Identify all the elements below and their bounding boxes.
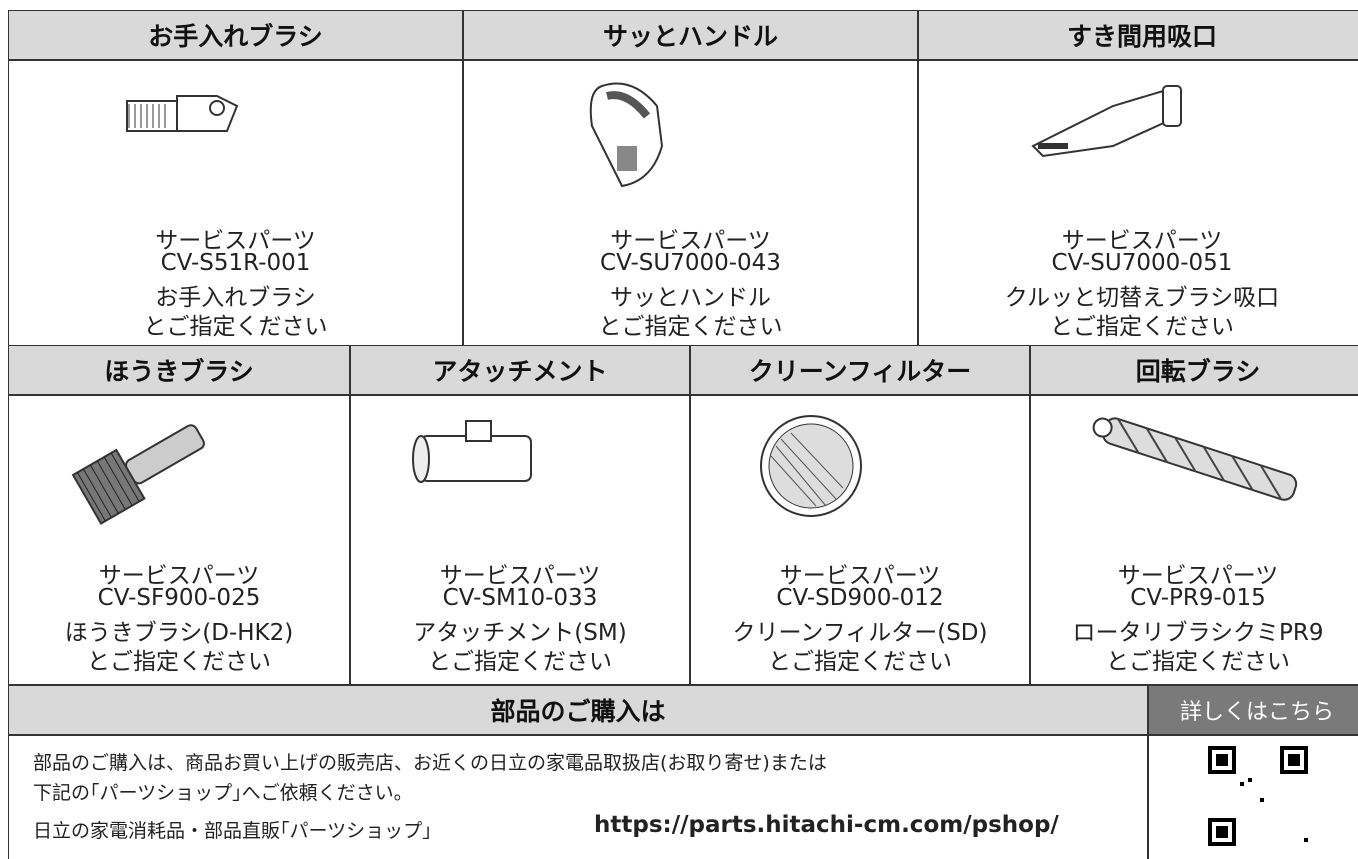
purchase-text: 部品のご購入は、商品お買い上げの販売店、お近くの日立の家電品取扱店(お取り寄せ)… <box>33 752 827 774</box>
part-text: CV-SM10-033 <box>442 584 598 611</box>
part-text: とご指定ください <box>1106 648 1290 675</box>
part-header: アタッチメント <box>350 345 690 395</box>
part-header: すき間用吸口 <box>918 10 1358 60</box>
qr-cell <box>1148 735 1358 859</box>
part-image <box>1031 85 1182 158</box>
part-text: ロータリブラシクミPR9 <box>1072 620 1324 646</box>
part-image <box>412 420 532 483</box>
part-text: アタッチメント(SM) <box>413 620 627 646</box>
part-text: とご指定ください <box>768 648 952 675</box>
part-image <box>1092 417 1298 501</box>
part-cell: サービスパーツ CV-PR9-015 ロータリブラシクミPR9 とご指定ください <box>1030 395 1358 685</box>
part-cell: サービスパーツ CV-SD900-012 クリーンフィルター(SD) とご指定ください <box>690 395 1030 685</box>
part-text: サービスパーツ <box>1117 563 1279 589</box>
part-header: クリーンフィルター <box>690 345 1030 395</box>
part-text: CV-SF900-025 <box>97 584 261 611</box>
part-header: サッとハンドル <box>463 10 918 60</box>
part-text: とご指定ください <box>428 648 612 675</box>
shop-url[interactable]: https://parts.hitachi-cm.com/pshop/ <box>594 812 1059 838</box>
purchase-body: 部品のご購入は、商品お買い上げの販売店、お近くの日立の家電品取扱店(お取り寄せ)… <box>8 735 1148 859</box>
part-text: サッとハンドル <box>610 285 771 311</box>
part-text: サービスパーツ <box>439 563 601 589</box>
part-text: サービスパーツ <box>98 563 260 589</box>
part-header: お手入れブラシ <box>8 10 463 60</box>
part-text: CV-SU7000-043 <box>600 249 781 276</box>
part-text: とご指定ください <box>598 313 783 340</box>
part-image <box>125 95 238 132</box>
shop-label: 日立の家電消耗品・部品直販｢パーツショップ｣ <box>33 820 432 842</box>
part-text: クリーンフィルター(SD) <box>732 620 988 646</box>
part-cell: サービスパーツ CV-SF900-025 ほうきブラシ(D-HK2) とご指定ください <box>8 395 350 685</box>
part-image <box>589 82 663 188</box>
part-text: CV-SU7000-051 <box>1051 249 1233 276</box>
purchase-header: 部品のご購入は <box>8 685 1148 735</box>
part-text: ほうきブラシ(D-HK2) <box>64 620 294 646</box>
part-text: サービスパーツ <box>1061 228 1223 254</box>
part-cell: サービスパーツ CV-SM10-033 アタッチメント(SM) とご指定ください <box>350 395 690 685</box>
qr-code[interactable] <box>1208 746 1308 846</box>
part-text: とご指定ください <box>87 648 271 675</box>
part-cell: サービスパーツ CV-SU7000-051 クルッと切替えブラシ吸口 とご指定ください <box>918 60 1358 350</box>
part-text: クルッと切替えブラシ吸口 <box>1004 285 1280 311</box>
part-text: CV-S51R-001 <box>160 249 311 276</box>
part-text: サービスパーツ <box>779 563 941 589</box>
part-text: とご指定ください <box>143 313 328 340</box>
part-text: お手入れブラシ <box>155 285 316 311</box>
part-cell: サービスパーツ CV-S51R-001 お手入れブラシ とご指定ください <box>8 60 463 350</box>
purchase-text: 下記の｢パーツショップ｣へご依頼ください。 <box>33 782 413 804</box>
part-text: サービスパーツ <box>155 228 316 254</box>
part-image <box>760 415 862 517</box>
part-cell: サービスパーツ CV-SU7000-043 サッとハンドル とご指定ください <box>463 60 918 350</box>
part-text: とご指定ください <box>1050 313 1234 340</box>
part-header: ほうきブラシ <box>8 345 350 395</box>
part-text: CV-PR9-015 <box>1130 584 1266 611</box>
part-text: CV-SD900-012 <box>776 584 944 611</box>
qr-header: 詳しくはこちら <box>1148 685 1358 735</box>
part-image <box>71 424 205 525</box>
part-text: サービスパーツ <box>610 228 771 254</box>
part-header: 回転ブラシ <box>1030 345 1358 395</box>
